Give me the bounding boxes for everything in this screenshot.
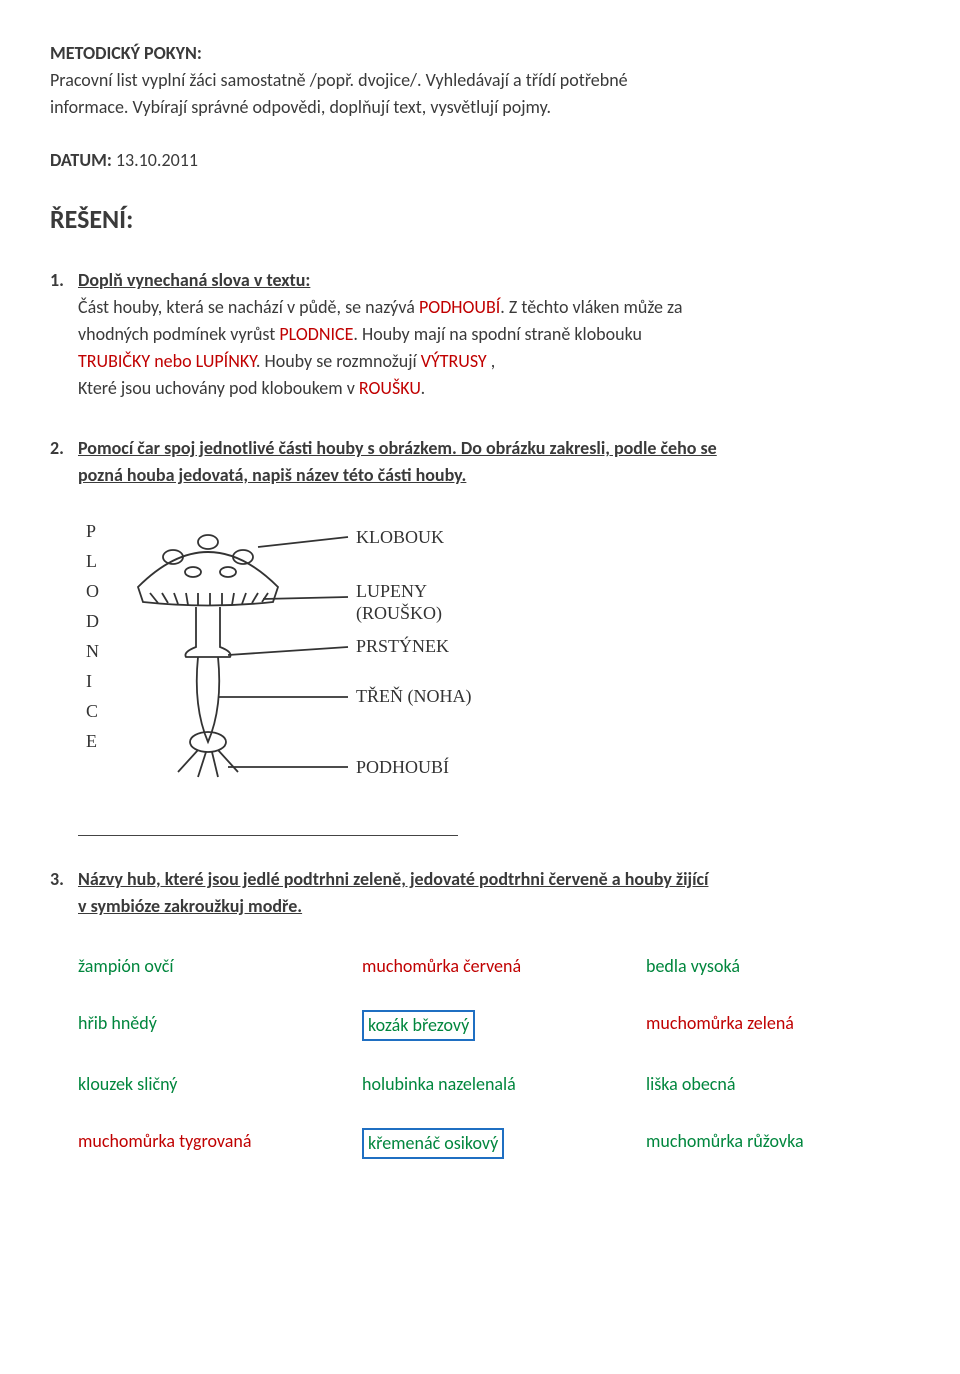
spot-icon xyxy=(220,567,236,577)
q2-number: 2. xyxy=(50,435,78,462)
mushroom-cell: křemenáč osikový xyxy=(362,1128,626,1159)
heading-label: METODICKÝ POKYN: xyxy=(50,40,910,67)
mushroom-name: hřib hnědý xyxy=(78,1012,157,1034)
datum-value: 13.10.2011 xyxy=(112,149,198,171)
mushroom-cell: hřib hnědý xyxy=(78,1010,342,1041)
mushroom-name: muchomůrka zelená xyxy=(646,1012,794,1034)
q1-l4a: Které jsou uchovány pod kloboukem v xyxy=(78,377,359,399)
mushroom-name: kozák březový xyxy=(368,1014,469,1036)
label-rousko: (ROUŠKO) xyxy=(356,602,442,624)
q1-l1ans: PODHOUBÍ xyxy=(419,296,500,318)
question-2: 2. Pomocí čar spoj jednotlivé části houb… xyxy=(50,435,910,489)
side-letter: O xyxy=(86,581,99,601)
mushroom-cell: žampión ovčí xyxy=(78,953,342,980)
q1-title: Doplň vynechaná slova v textu: xyxy=(78,269,310,291)
mushroom-cell: muchomůrka zelená xyxy=(646,1010,910,1041)
q1-l1a: Část houby, která se nachází v půdě, se … xyxy=(78,296,419,318)
mushroom-grid: žampión ovčí muchomůrka červená bedla vyso… xyxy=(78,953,910,1159)
side-letter: P xyxy=(86,521,96,541)
mushroom-ring-icon xyxy=(185,607,230,657)
side-letter: I xyxy=(86,671,92,691)
datum-label: DATUM: xyxy=(50,149,112,171)
symbiosis-box: křemenáč osikový xyxy=(362,1128,504,1159)
label-klobouk: KLOBOUK xyxy=(356,527,444,547)
mushroom-name: muchomůrka červená xyxy=(362,955,521,977)
q2-title-a: Pomocí čar spoj jednotlivé části houby s… xyxy=(78,437,717,459)
label-lupeny: LUPENY xyxy=(356,581,427,601)
symbiosis-box: kozák březový xyxy=(362,1010,475,1041)
label-prstynek: PRSTÝNEK xyxy=(356,635,449,656)
divider-line xyxy=(78,835,458,836)
side-letter: L xyxy=(86,551,97,571)
mushroom-name: muchomůrka tygrovaná xyxy=(78,1130,251,1152)
question-1: 1. Doplň vynechaná slova v textu: Část h… xyxy=(50,267,910,402)
label-podhoubi: PODHOUBÍ xyxy=(356,756,449,777)
intro-block: METODICKÝ POKYN: Pracovní list vyplní žá… xyxy=(50,40,910,121)
q1-l2a: vhodných podmínek vyrůst xyxy=(78,323,279,345)
mushroom-cap-icon xyxy=(138,552,278,606)
side-letter: C xyxy=(86,701,98,721)
q1-l4ans: ROUŠKU xyxy=(359,377,421,399)
mushroom-name: klouzek sličný xyxy=(78,1073,177,1095)
q3-title-b: v symbióze zakroužkuj modře. xyxy=(78,895,302,917)
q1-l3b: . Houby se rozmnožují xyxy=(256,350,421,372)
mushroom-cell: holubinka nazelenalá xyxy=(362,1071,626,1098)
mushroom-stem-icon xyxy=(197,657,220,742)
q1-number: 1. xyxy=(50,267,78,294)
datum-block: DATUM: 13.10.2011 xyxy=(50,147,910,174)
q1-l3ans: TRUBIČKY nebo LUPÍNKY xyxy=(78,350,256,372)
mushroom-illustration: P L O D N I C E KLOBOUK LU xyxy=(78,507,910,815)
q3-title-a: Názvy hub, které jsou jedlé podtrhni zel… xyxy=(78,868,708,890)
solution-heading: ŘEŠENÍ: xyxy=(50,200,910,239)
question-3: 3. Názvy hub, které jsou jedlé podtrhni … xyxy=(50,866,910,920)
q2-title-b: pozná houba jedovatá, napiš název této č… xyxy=(78,464,466,486)
q1-l2ans: PLODNICE xyxy=(279,323,353,345)
mushroom-name: muchomůrka růžovka xyxy=(646,1130,804,1152)
mushroom-cell: klouzek sličný xyxy=(78,1071,342,1098)
intro-line-2: informace. Vybírají správné odpovědi, do… xyxy=(50,94,910,121)
mushroom-name: bedla vysoká xyxy=(646,955,740,977)
q1-l4b: . xyxy=(421,377,426,399)
mushroom-name: holubinka nazelenalá xyxy=(362,1073,516,1095)
intro-line-1: Pracovní list vyplní žáci samostatně /po… xyxy=(50,67,910,94)
q1-body: Doplň vynechaná slova v textu: Část houb… xyxy=(78,267,910,402)
side-letter: D xyxy=(86,611,99,631)
mushroom-name: liška obecná xyxy=(646,1073,735,1095)
mushroom-cell: muchomůrka tygrovaná xyxy=(78,1128,342,1159)
label-tren: TŘEŇ (NOHA) xyxy=(356,685,471,707)
mushroom-name: křemenáč osikový xyxy=(368,1132,498,1154)
q3-number: 3. xyxy=(50,866,78,893)
mushroom-cell: muchomůrka červená xyxy=(362,953,626,980)
mushroom-cell: muchomůrka růžovka xyxy=(646,1128,910,1159)
spot-icon xyxy=(198,535,218,549)
q1-l3ans2: VÝTRUSY xyxy=(421,350,487,372)
side-letter: E xyxy=(86,731,97,751)
mushroom-svg: P L O D N I C E KLOBOUK LU xyxy=(78,507,598,807)
mushroom-name: žampión ovčí xyxy=(78,955,173,977)
mushroom-cell: bedla vysoká xyxy=(646,953,910,980)
q1-l2b: . Houby mají na spodní straně klobouku xyxy=(353,323,642,345)
q1-l3c: , xyxy=(487,350,496,372)
mushroom-cell: kozák březový xyxy=(362,1010,626,1041)
side-letter: N xyxy=(86,641,99,661)
spot-icon xyxy=(185,567,201,577)
q3-body: Názvy hub, které jsou jedlé podtrhni zel… xyxy=(78,866,910,920)
q1-l1b: . Z těchto vláken může za xyxy=(500,296,682,318)
q2-body: Pomocí čar spoj jednotlivé části houby s… xyxy=(78,435,910,489)
mushroom-cell: liška obecná xyxy=(646,1071,910,1098)
